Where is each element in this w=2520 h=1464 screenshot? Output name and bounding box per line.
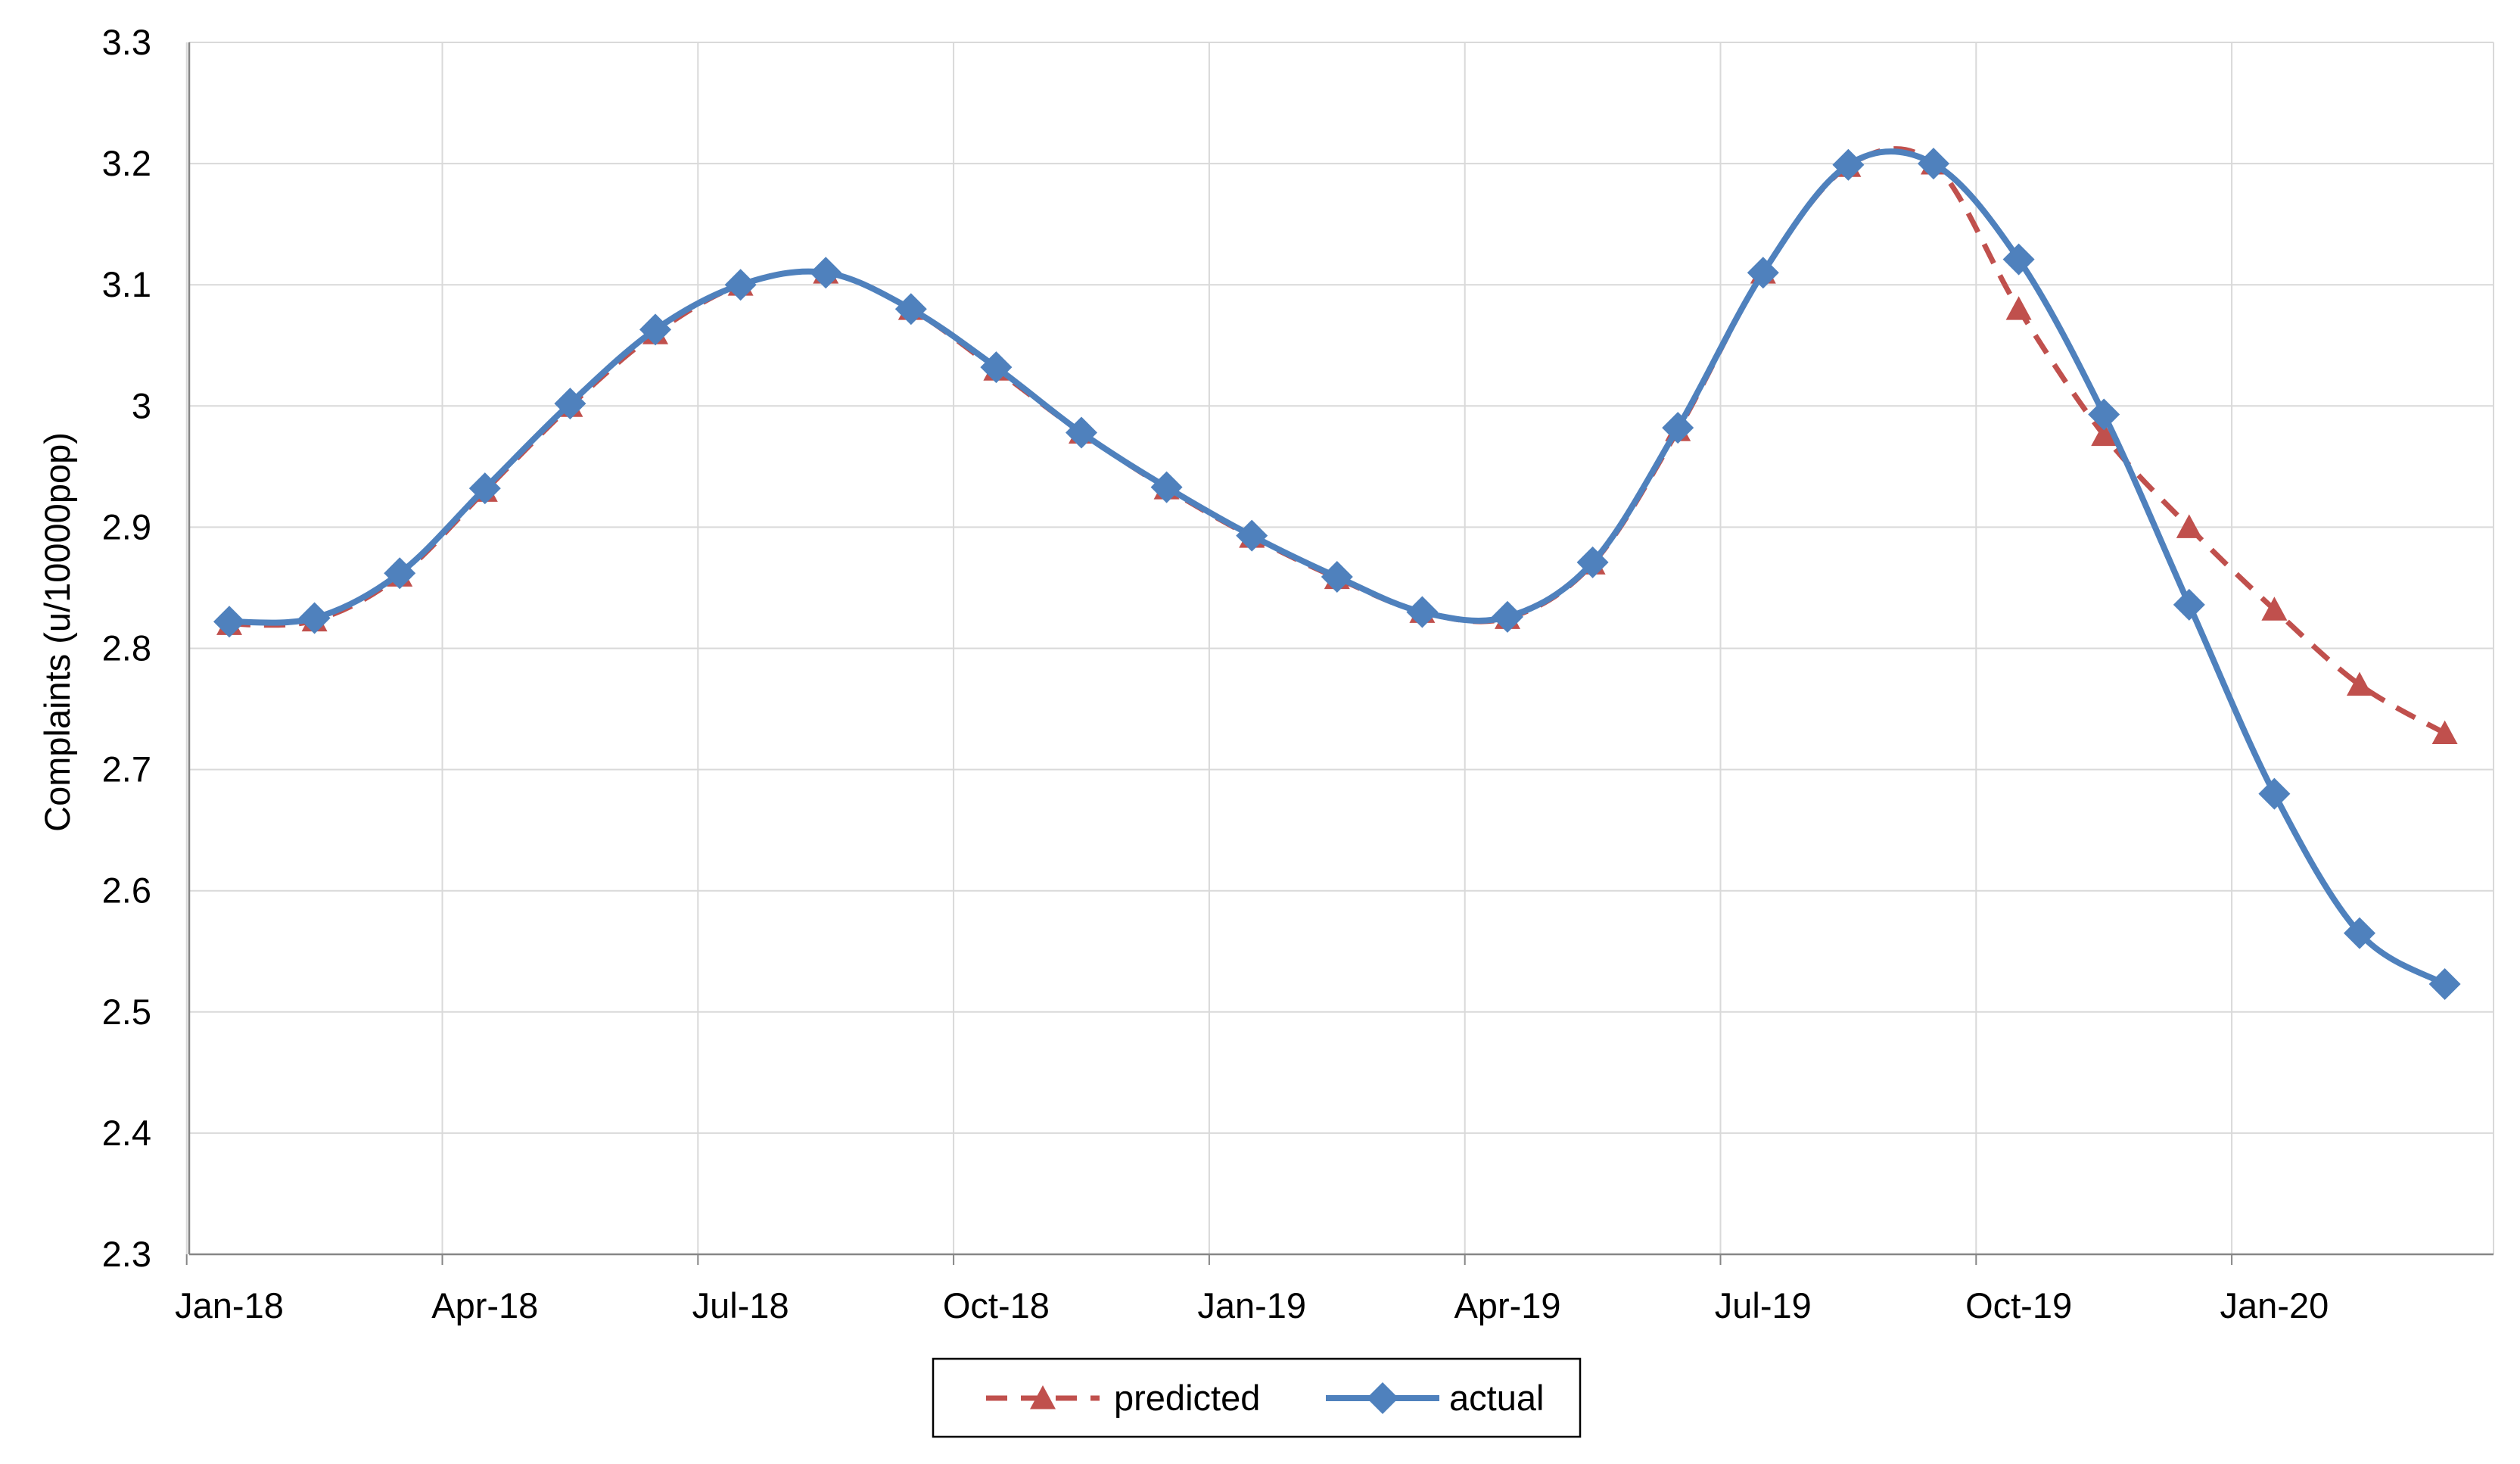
series-group — [213, 146, 2461, 1000]
data-point-actual — [1918, 148, 1949, 180]
legend-marker-actual — [1367, 1382, 1398, 1414]
data-point-actual — [894, 293, 927, 326]
data-point-actual — [980, 351, 1013, 384]
data-point-actual — [2002, 243, 2035, 276]
x-tick-label: Jul-18 — [692, 1285, 789, 1325]
data-point-predicted — [2431, 720, 2458, 745]
axes — [185, 42, 2494, 1265]
y-tick-labels: 3.3 3.2 3.1 3 2.9 2.8 2.7 2.6 2.5 2.4 2.3 — [102, 22, 151, 1274]
x-tick-labels: Jan-18 Apr-18 Jul-18 Oct-18 Jan-19 Apr-19 Jul-… — [175, 1285, 2329, 1325]
y-tick-label: 3.1 — [102, 264, 151, 304]
legend-box — [932, 1357, 1582, 1438]
data-point-actual — [1321, 561, 1353, 593]
y-tick-label: 2.7 — [102, 749, 151, 790]
gridlines — [185, 42, 2494, 1254]
data-point-actual — [298, 602, 331, 634]
series-actual — [213, 148, 2461, 1000]
data-point-actual — [639, 313, 671, 346]
x-tick-label: Apr-18 — [431, 1285, 538, 1325]
data-point-actual — [1662, 412, 1694, 444]
data-point-actual — [384, 557, 416, 590]
data-point-actual — [1576, 546, 1609, 578]
data-point-actual — [810, 257, 842, 289]
legend-marker-predicted — [1030, 1385, 1056, 1409]
y-tick-label: 2.8 — [102, 628, 151, 668]
x-tick-label: Jul-19 — [1715, 1285, 1812, 1325]
y-tick-label: 2.9 — [102, 506, 151, 547]
data-point-actual — [554, 388, 586, 420]
data-point-actual — [1150, 471, 1183, 503]
data-point-actual — [1832, 148, 1865, 181]
y-tick-label: 3 — [132, 385, 151, 425]
legend-label-actual: actual — [1449, 1378, 1544, 1418]
y-tick-label: 3.3 — [102, 22, 151, 62]
data-point-actual — [724, 269, 757, 301]
data-point-predicted — [2347, 671, 2372, 696]
y-tick-label: 2.4 — [102, 1113, 151, 1153]
data-point-actual — [2344, 917, 2375, 949]
legend-item-predicted: predicted — [986, 1378, 1260, 1418]
y-tick-label: 2.5 — [102, 992, 151, 1032]
y-tick-label: 3.2 — [102, 143, 151, 183]
legend-item-actual: actual — [1326, 1378, 1544, 1418]
data-point-actual — [2088, 398, 2120, 431]
y-tick-label: 2.6 — [102, 871, 151, 911]
data-point-actual — [468, 472, 501, 505]
x-tick-label: Oct-19 — [1965, 1285, 2072, 1325]
data-point-actual — [2173, 588, 2205, 621]
x-tick-label: Apr-19 — [1454, 1285, 1560, 1325]
data-point-actual — [1236, 519, 1268, 552]
data-point-actual — [1492, 600, 1523, 633]
data-point-actual — [1406, 596, 1439, 628]
data-point-predicted — [2261, 597, 2288, 621]
data-point-actual — [2428, 967, 2461, 1000]
x-tick-label: Jan-18 — [175, 1285, 284, 1325]
legend: predicted actual — [932, 1357, 1582, 1438]
data-point-actual — [213, 606, 245, 638]
data-point-actual — [2258, 777, 2291, 810]
data-point-predicted — [2005, 296, 2032, 320]
y-tick-label: 2.3 — [102, 1234, 151, 1274]
x-tick-label: Jan-20 — [2220, 1285, 2329, 1325]
y-axis-title: Complaints (u/10000pop) — [37, 432, 77, 832]
data-point-actual — [1747, 257, 1779, 289]
data-point-actual — [1066, 416, 1097, 449]
data-point-predicted — [2176, 514, 2202, 538]
data-point-predicted — [2091, 422, 2117, 447]
legend-label-predicted: predicted — [1114, 1378, 1260, 1418]
x-tick-label: Oct-18 — [943, 1285, 1050, 1325]
x-tick-label: Jan-19 — [1197, 1285, 1306, 1325]
